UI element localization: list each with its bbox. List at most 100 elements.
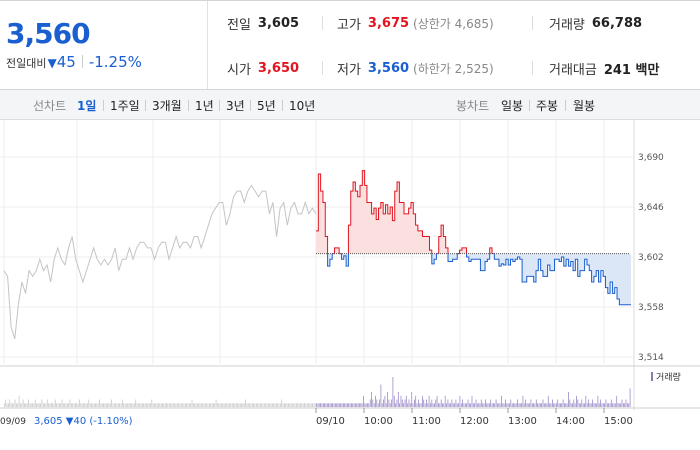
volume-bar	[64, 403, 66, 408]
volume-bar	[46, 399, 48, 407]
x-tick-label: 15:00	[604, 416, 633, 427]
volume-bar	[360, 403, 362, 408]
volume-bar	[537, 403, 538, 408]
volume-bar	[399, 403, 400, 408]
volume-bar	[9, 399, 11, 407]
volume-bar	[168, 403, 170, 408]
volume-bar	[183, 403, 185, 408]
stat-divider	[322, 61, 323, 75]
volume-bar	[222, 403, 224, 408]
stat-divider	[532, 16, 533, 30]
volume-bar	[49, 403, 51, 408]
period-tab-1y[interactable]: 1년	[195, 99, 214, 113]
volume-bar	[347, 403, 348, 408]
x-tick-label: 11:00	[412, 416, 441, 427]
volume-bar	[452, 403, 454, 408]
volume-bar	[380, 384, 382, 407]
volume-bar	[324, 403, 325, 408]
volume-bar	[498, 403, 500, 408]
candle-chart-label: 봉차트	[456, 99, 490, 113]
period-tab-3m[interactable]: 3개월	[152, 99, 182, 113]
volume-bar	[618, 403, 620, 408]
volume-bar	[297, 403, 299, 408]
volume-bar	[210, 403, 212, 408]
volume-bar	[313, 403, 315, 408]
volume-bar	[180, 403, 182, 408]
volume-bar	[175, 403, 177, 408]
volume-bar	[269, 403, 271, 408]
volume-bar	[124, 403, 126, 408]
volume-bar	[489, 403, 490, 408]
volume-bar	[123, 403, 124, 408]
volume-bar	[288, 403, 289, 408]
volume-bar	[401, 399, 403, 407]
volume-bar	[218, 403, 220, 408]
period-tab-5y[interactable]: 5년	[257, 99, 276, 113]
volume-bar	[336, 403, 338, 408]
volume-bar	[191, 399, 193, 407]
volume-bar	[156, 403, 158, 408]
volume-bar	[494, 403, 496, 408]
volume-bar	[88, 399, 90, 407]
volume-bar	[296, 403, 297, 408]
volume-bar	[213, 403, 214, 408]
volume-bar	[292, 403, 293, 408]
volume-bar	[136, 403, 138, 408]
volume-bar	[199, 403, 201, 408]
volume-bar	[627, 403, 628, 408]
volume-bar	[442, 403, 443, 408]
volume-bar	[408, 399, 410, 407]
volume-bar	[351, 403, 352, 408]
candle-tab-weekly[interactable]: 주봉	[536, 99, 559, 113]
volume-bar	[26, 403, 28, 408]
volume-bar	[387, 392, 388, 407]
volume-bar	[493, 403, 494, 408]
volume-bar	[509, 403, 510, 408]
period-tab-3y[interactable]: 3년	[226, 99, 245, 113]
volume-bar	[385, 403, 387, 408]
volume-bar	[75, 403, 76, 408]
volume-bar	[570, 403, 572, 408]
volume-bar	[16, 403, 17, 408]
volume-bar	[367, 403, 368, 408]
volume-legend-swatch	[651, 372, 653, 381]
volume-bar	[159, 403, 161, 408]
candle-tab-daily[interactable]: 일봉	[501, 99, 524, 113]
price-chart[interactable]: 3,690 3,646 3,602 3,558 3,514 09/10 10:00 11:0…	[0, 120, 700, 450]
volume-bar	[451, 399, 453, 407]
stat-low: 저가 3,560 (하한가 2,525)	[337, 60, 494, 78]
volume-bar	[586, 403, 588, 408]
volume-bar	[294, 403, 296, 408]
volume-bar	[271, 403, 273, 408]
volume-bar	[491, 403, 493, 408]
volume-bar	[155, 403, 157, 408]
toolbar-divider	[529, 100, 530, 111]
volume-bar	[100, 403, 102, 408]
volume-bar	[418, 399, 419, 407]
volume-bar	[368, 403, 370, 408]
prev-day-price-line	[3, 184, 317, 339]
volume-bar	[148, 403, 150, 408]
volume-bar	[280, 403, 281, 408]
period-tab-1d[interactable]: 1일	[77, 99, 97, 113]
candle-tab-monthly[interactable]: 월봉	[573, 99, 596, 113]
volume-bar	[467, 399, 469, 407]
volume-bar	[24, 403, 25, 408]
volume-bar	[507, 403, 509, 408]
volume-bar	[415, 395, 417, 408]
volume-bar	[565, 403, 567, 408]
volume-bar	[203, 403, 205, 408]
period-tab-10y[interactable]: 10년	[289, 99, 316, 113]
volume-bar	[254, 403, 256, 408]
volume-bar	[13, 403, 15, 408]
volume-bar	[314, 403, 316, 408]
chart-toolbar: 선차트 1일 1주일 3개월 1년 3년 5년 10년 봉차트 일봉 주봉 월봉	[0, 90, 700, 120]
volume-bar	[147, 403, 149, 408]
period-tab-1w[interactable]: 1주일	[110, 99, 140, 113]
volume-bar	[349, 403, 351, 408]
volume-bar	[542, 399, 544, 407]
volume-bar	[60, 403, 62, 408]
volume-bar	[377, 403, 379, 408]
volume-bar	[608, 403, 609, 408]
volume-bar	[214, 403, 216, 408]
